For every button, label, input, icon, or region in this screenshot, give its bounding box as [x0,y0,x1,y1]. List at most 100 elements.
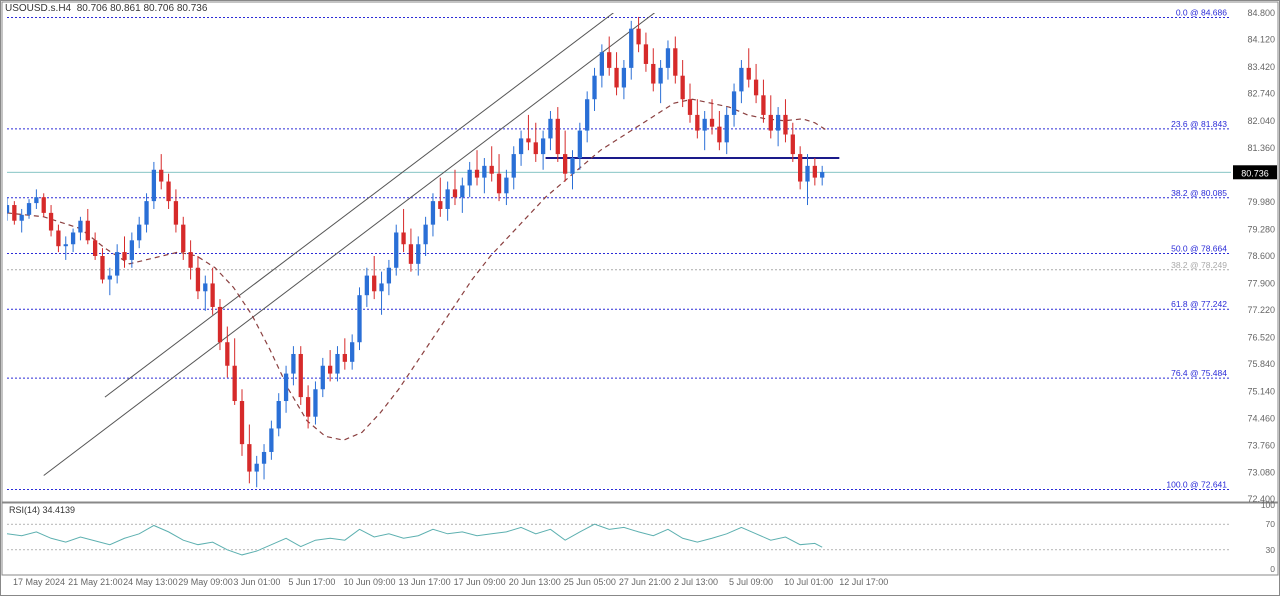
ohlc-open: 80.706 [77,3,108,14]
candle-body [181,225,185,252]
candle-body [291,354,295,374]
fib-level-label: 61.8 @ 77.242 [1171,299,1227,309]
candle-body [394,232,398,267]
x-tick-label: 13 Jun 17:00 [399,577,451,587]
candle-body [438,201,442,209]
candle-body [681,76,685,100]
candle-body [115,252,119,276]
candle-body [475,170,479,178]
x-tick-label: 5 Jul 09:00 [729,577,773,587]
candle-body [776,115,780,131]
candle-body [233,366,237,401]
candle-body [144,201,148,225]
y-tick-label: 83.420 [1247,62,1275,72]
candle-body [585,99,589,130]
candle-body [534,142,538,154]
y-tick-label: 76.520 [1247,333,1275,343]
candle-body [34,197,38,203]
price-marker-label: 80.736 [1241,168,1269,178]
candle-body [372,276,376,292]
candle-body [490,166,494,174]
candle-body [688,99,692,115]
candle-body [761,95,765,115]
y-tick-label: 77.220 [1247,305,1275,315]
candle-body [614,68,618,88]
y-tick-label: 73.760 [1247,441,1275,451]
candle-body [137,225,141,241]
trend-channel [5,1,827,487]
candle-body [423,225,427,245]
candle-body [159,170,163,182]
x-tick-label: 10 Jun 09:00 [343,577,395,587]
candle-body [174,201,178,225]
candle-body [335,354,339,374]
ohlc-high: 80.861 [110,3,141,14]
candle-body [460,185,464,197]
candle-body [570,158,574,174]
candle-body [409,244,413,264]
candle-body [600,52,604,76]
candle-body [122,252,126,260]
candle-body [798,154,802,181]
x-tick-label: 5 Jun 17:00 [288,577,335,587]
candle-body [42,197,46,213]
candle-body [306,397,310,417]
fib-level-label: 38.2 @ 80.085 [1171,188,1227,198]
candle-body [313,389,317,416]
candle-body [725,115,729,142]
candle-body [805,166,809,182]
trend-line [105,1,717,397]
candle-body [703,119,707,131]
candle-body [695,115,699,131]
candle-body [188,252,192,268]
x-tick-label: 17 May 2024 [13,577,65,587]
fib-level-label: 76.4 @ 75.484 [1171,368,1227,378]
candle-body [20,215,24,221]
candle-body [240,401,244,444]
y-tick-label: 79.280 [1247,224,1275,234]
candle-body [86,221,90,241]
x-tick-label: 10 Jul 01:00 [784,577,833,587]
fib-level-label: 100.0 @ 72.641 [1166,480,1227,490]
candle-body [56,231,60,247]
candle-body [196,268,200,292]
x-tick-label: 17 Jun 09:00 [454,577,506,587]
candle-body [321,366,325,390]
fib-level-label: 50.0 @ 78.664 [1171,243,1227,253]
candle-body [343,354,347,362]
y-tick-label: 82.040 [1247,116,1275,126]
candle-body [445,189,449,209]
rsi-panel-border [2,503,1278,575]
candle-body [519,138,523,154]
candle-body [578,131,582,158]
chart-svg: 84.80084.12083.42082.74082.04081.36080.6… [1,1,1280,597]
rsi-tick-label: 0 [1270,564,1275,574]
candle-body [225,342,229,366]
x-tick-label: 25 Jun 05:00 [564,577,616,587]
main-panel-border [2,2,1278,502]
candle-body [299,354,303,397]
candle-body [813,166,817,178]
y-tick-label: 75.140 [1247,387,1275,397]
candle-body [622,68,626,88]
ohlc-close: 80.736 [177,3,208,14]
candle-body [541,138,545,154]
candle-body [416,244,420,264]
candle-body [783,115,787,135]
y-tick-label: 77.900 [1247,278,1275,288]
symbol-ohlc-header: USOUSD.s.H4 80.706 80.861 80.706 80.736 [5,3,207,14]
x-tick-label: 27 Jun 21:00 [619,577,671,587]
candle-body [166,182,170,202]
candle-body [732,91,736,115]
x-tick-label: 20 Jun 13:00 [509,577,561,587]
x-tick-label: 3 Jun 01:00 [233,577,280,587]
candle-body [387,268,391,284]
y-tick-label: 78.600 [1247,251,1275,261]
fib-level-label: 0.0 @ 84.686 [1176,7,1227,17]
y-tick-label: 73.080 [1247,467,1275,477]
x-tick-label: 24 May 13:00 [123,577,178,587]
y-tick-label: 82.740 [1247,89,1275,99]
candle-body [607,52,611,68]
candle-body [629,29,633,68]
chart-container: USOUSD.s.H4 80.706 80.861 80.706 80.736 … [0,0,1280,596]
